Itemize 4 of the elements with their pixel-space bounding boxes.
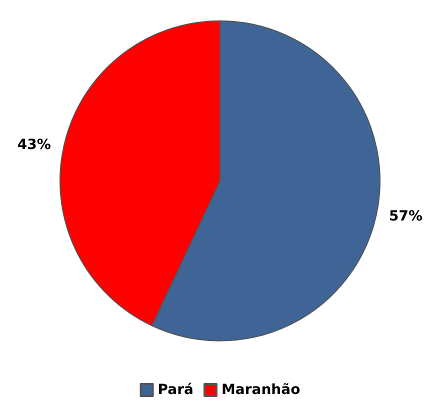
- legend-label: Pará: [158, 382, 194, 398]
- legend-label: Maranhão: [221, 382, 301, 398]
- data-label: 57%: [389, 208, 423, 225]
- data-label: 43%: [17, 137, 51, 154]
